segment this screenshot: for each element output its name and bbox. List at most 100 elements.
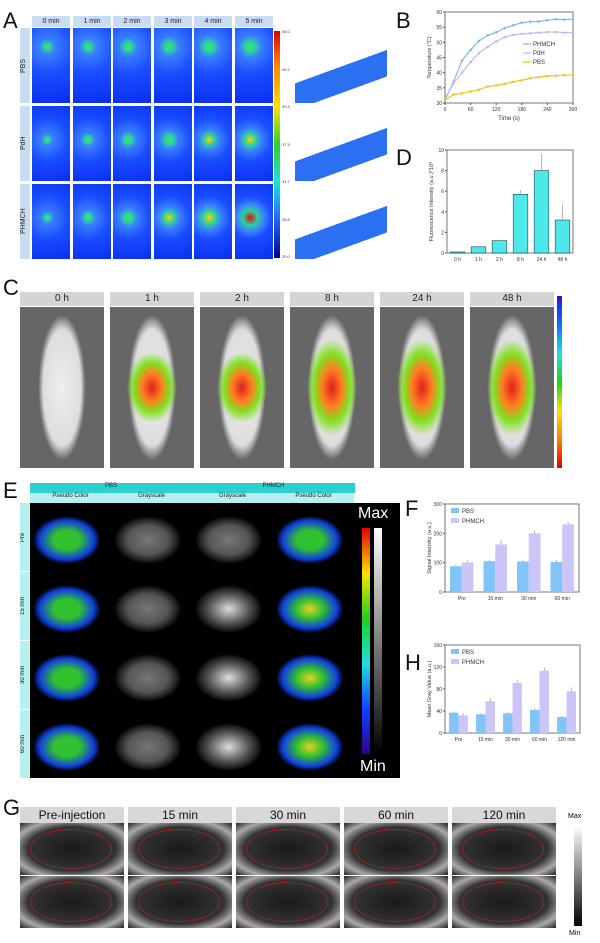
y-tick-label: 0 — [439, 731, 442, 737]
mri-slice — [114, 714, 189, 774]
group-label: PBS — [20, 28, 30, 103]
data-point — [520, 78, 524, 82]
x-tick-label: 120 — [492, 107, 501, 113]
y-axis-label: Fluorescence Intensity (a.u.)*10⁸ — [428, 162, 435, 242]
bar — [461, 562, 474, 592]
legend-label: PBS — [533, 60, 545, 66]
data-point — [537, 31, 541, 34]
x-tick-label: 8 h — [517, 257, 524, 263]
x-axis-label: Time (s) — [498, 116, 520, 122]
legend-swatch — [451, 508, 459, 513]
time-header: 4 min — [194, 16, 232, 27]
bar — [550, 562, 563, 592]
thermal-image — [113, 28, 151, 103]
bar — [512, 682, 522, 733]
series-line-PHMCH — [444, 18, 574, 101]
x-tick-label: 30 min — [505, 737, 520, 743]
data-point — [529, 31, 532, 35]
data-point — [511, 24, 515, 27]
bar — [503, 713, 513, 733]
colorbar-tick: 49.2 — [282, 66, 290, 72]
row-label: Pre — [20, 503, 30, 571]
data-point — [469, 60, 472, 64]
x-tick-label: 60 min — [532, 737, 547, 743]
color-scale — [362, 528, 370, 754]
chart-b-temperature: 30 35 40 45 50 55 60 Temperature (°C) 0 60 120 180 2… — [427, 10, 578, 122]
y-tick-label: 0 — [439, 590, 442, 596]
y-tick-label: 30 — [436, 101, 442, 107]
data-point — [486, 34, 489, 37]
x-tick-label: 60 — [468, 107, 474, 113]
panel-label-f: F — [405, 496, 419, 521]
y-tick-label: 2 — [441, 230, 444, 236]
y-tick-label: 200 — [434, 531, 443, 537]
mode-header: Grayscale — [192, 493, 273, 503]
time-header: 3 min — [154, 16, 192, 27]
bar — [450, 566, 462, 592]
mode-header: Pseudo Color — [30, 493, 111, 503]
thermal-image — [73, 106, 111, 181]
roi-outline — [30, 829, 112, 869]
thermal-image — [113, 184, 151, 259]
thermal-image — [32, 28, 70, 103]
x-tick-label: 180 — [518, 107, 527, 113]
panel-label-a: A — [3, 8, 18, 33]
thermal-image — [154, 28, 192, 103]
roi-outline — [30, 882, 112, 922]
mri-slice — [276, 645, 351, 705]
bar — [539, 670, 549, 733]
time-header: 2 min — [113, 16, 151, 27]
y-tick-label: 0 — [441, 251, 444, 257]
mri-slice — [195, 507, 270, 567]
legend-swatch — [451, 518, 459, 523]
data-point — [477, 88, 481, 91]
x-tick-label: 240 — [543, 107, 552, 113]
data-point — [511, 33, 515, 37]
mri-slice — [195, 645, 270, 705]
time-header: 24 h — [380, 292, 464, 306]
bar — [533, 170, 550, 254]
mri-slice — [33, 714, 108, 774]
data-point — [477, 39, 481, 43]
chart-f-signal-intensity: 0 100 200 300 Signal Intensity (a.u.) Pre 15 m… — [427, 502, 580, 602]
mri-slice — [33, 576, 108, 636]
y-tick-label: 300 — [434, 502, 443, 508]
x-tick-label: 300 — [569, 107, 578, 113]
time-header: Pre-injection — [20, 807, 124, 823]
data-point — [494, 84, 498, 87]
thermal-image — [235, 28, 273, 103]
data-point — [546, 74, 549, 78]
x-tick-label: 0 — [444, 107, 447, 113]
mri-slice — [33, 507, 108, 567]
data-point — [546, 18, 549, 22]
y-tick-label: 120 — [434, 665, 443, 671]
y-tick-label: 160 — [434, 643, 443, 649]
mri-slice — [114, 576, 189, 636]
roi-outline — [138, 882, 220, 922]
3d-surface-plot — [295, 204, 387, 259]
data-point — [529, 20, 532, 24]
plot-frame — [444, 503, 580, 593]
max-label: Max — [568, 813, 582, 820]
x-tick-label: 1 h — [475, 257, 482, 263]
series-line-PdH — [444, 31, 573, 99]
y-tick-label: 45 — [436, 56, 442, 62]
y-tick-label: 4 — [441, 210, 444, 216]
chart-d-fluorescence: 0 2 4 6 8 10 Fluorescence Intensity (a.u.)*10⁸… — [428, 148, 574, 263]
data-point — [503, 26, 507, 30]
time-header: 8 h — [290, 292, 374, 306]
gray-scale — [374, 528, 382, 754]
min-label: Min — [360, 758, 386, 775]
data-point — [477, 51, 481, 55]
colorbar-tick: 55.0 — [282, 29, 290, 34]
data-point — [511, 80, 515, 84]
bar — [512, 194, 529, 254]
y-axis-label: Signal Intensity (a.u.) — [427, 522, 433, 574]
thermal-image — [194, 106, 232, 181]
3d-surface-plot — [295, 48, 387, 103]
mouse-image — [470, 307, 554, 468]
chart-h-gray-value: 0 40 80 120 160 Mean Gray Value (a.u.) Pre 15 m… — [427, 643, 581, 743]
time-header: 60 min — [344, 807, 448, 823]
data-point — [546, 30, 549, 34]
bar — [517, 561, 529, 592]
